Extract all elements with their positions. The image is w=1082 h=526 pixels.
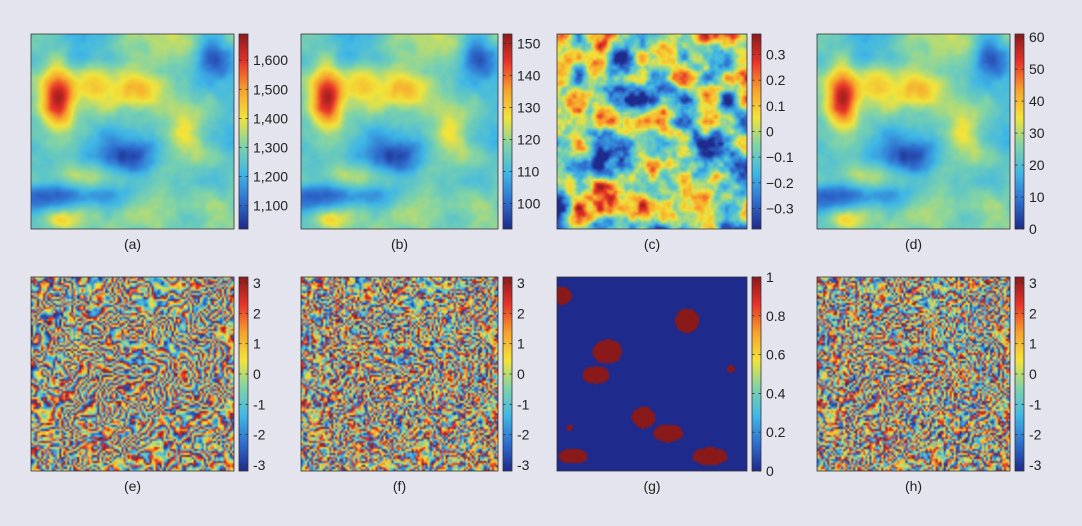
colorbar-tick-label: 0.1 xyxy=(766,98,786,114)
panel-label: (b) xyxy=(391,236,408,252)
colorbar-tick-label: 130 xyxy=(517,100,541,116)
colorbar-tick-label: 140 xyxy=(517,68,541,84)
plot-frame xyxy=(816,276,1011,472)
heatmap-image xyxy=(301,34,498,229)
colorbar-tick-label: 3 xyxy=(1029,275,1037,291)
colorbar-tick-label: 1 xyxy=(517,336,525,352)
panel-label: (g) xyxy=(643,478,660,494)
heatmap-image xyxy=(301,277,498,471)
heatmap-image xyxy=(817,277,1010,471)
colorbar-tick-label: 0 xyxy=(1029,221,1037,237)
heatmap-image xyxy=(557,277,747,471)
colorbar-tick-label: 0 xyxy=(517,366,525,382)
colorbar-tick-label: 50 xyxy=(1029,61,1045,77)
colorbar-tick-label: 100 xyxy=(517,195,541,211)
colorbar-tick-label: -2 xyxy=(1029,427,1042,443)
panel-d: 0 10 20 30 40 50 60 (d) xyxy=(816,29,1045,252)
colorbar-tick-label: 0 xyxy=(766,463,774,479)
panel-c: −0.3 −0.2 −0.1 0 0.1 0.2 0.3 (c) xyxy=(556,33,794,252)
panel-label: (h) xyxy=(905,478,922,494)
colorbar-tick-label: 1 xyxy=(253,336,261,352)
colorbar-tick-label: 1 xyxy=(1029,336,1037,352)
colorbar-tick-label: 2 xyxy=(517,305,525,321)
colorbar-tick-label: 120 xyxy=(517,131,541,147)
colorbar-tick-label: -3 xyxy=(253,457,266,473)
colorbar-tick-label: 1,200 xyxy=(253,169,288,185)
plot-frame xyxy=(556,33,748,230)
panel-e: -3 -2 -1 0 1 2 3 (e) xyxy=(30,275,266,494)
plot-frame xyxy=(300,276,499,472)
colorbar-tick-label: -2 xyxy=(253,427,266,443)
colorbar-tick-label: −0.1 xyxy=(766,149,794,165)
colorbar xyxy=(238,33,249,230)
plot-frame xyxy=(30,33,235,230)
colorbar-tick-label: 0.6 xyxy=(766,347,786,363)
colorbar-tick-label: 1,300 xyxy=(253,140,288,156)
colorbar-tick-label: 0.2 xyxy=(766,72,786,88)
panel-label: (e) xyxy=(124,478,141,494)
colorbar-tick-label: 110 xyxy=(517,163,540,179)
colorbar-tick-label: 2 xyxy=(253,305,261,321)
colorbar-tick-label: -3 xyxy=(1029,457,1042,473)
colorbar xyxy=(502,33,513,230)
panel-label: (f) xyxy=(393,478,406,494)
plot-frame xyxy=(556,276,748,472)
colorbar-tick-label: 1 xyxy=(766,269,774,285)
colorbar-tick-label: -1 xyxy=(517,396,530,412)
heatmap-image xyxy=(557,34,747,229)
panel-h: -3 -2 -1 0 1 2 3 (h) xyxy=(816,275,1042,494)
colorbar-tick-label: 60 xyxy=(1029,29,1045,45)
heatmap-image xyxy=(31,277,234,471)
panel-label: (c) xyxy=(644,236,660,252)
colorbar-tick-label: 0.8 xyxy=(766,308,786,324)
colorbar-tick-label: 0.4 xyxy=(766,385,786,401)
panel-f: -3 -2 -1 0 1 2 3 (f) xyxy=(300,275,530,494)
colorbar-tick-label: 0.2 xyxy=(766,424,786,440)
colorbar-tick-label: 30 xyxy=(1029,125,1045,141)
colorbar-tick-label: 10 xyxy=(1029,189,1045,205)
heatmap-image xyxy=(31,34,234,229)
heatmap-image xyxy=(817,34,1010,229)
colorbar-tick-label: 150 xyxy=(517,36,541,52)
colorbar-tick-label: 20 xyxy=(1029,157,1045,173)
colorbar-tick-label: -1 xyxy=(253,396,266,412)
plot-frame xyxy=(300,33,499,230)
colorbar-tick-label: 2 xyxy=(1029,305,1037,321)
panel-b: 100 110 120 130 140 150 (b) xyxy=(300,33,541,252)
colorbar-tick-label: 40 xyxy=(1029,93,1045,109)
colorbar-tick-label: 1,500 xyxy=(253,81,288,97)
colorbar-tick-label: 0 xyxy=(1029,366,1037,382)
plot-frame xyxy=(30,276,235,472)
colorbar-tick-label: −0.3 xyxy=(766,200,794,216)
plot-frame xyxy=(816,33,1011,230)
colorbar-tick-label: 1,600 xyxy=(253,52,288,68)
colorbar-tick-label: 3 xyxy=(517,275,525,291)
colorbar-tick-label: -2 xyxy=(517,427,530,443)
colorbar xyxy=(1014,33,1025,230)
colorbar-tick-label: 3 xyxy=(253,275,261,291)
colorbar-tick-label: 0.3 xyxy=(766,47,786,63)
colorbar-tick-label: −0.2 xyxy=(766,175,794,191)
panel-a: 1,100 1,200 1,300 1,400 1,500 1,600 (a) xyxy=(30,33,288,252)
panel-label: (d) xyxy=(905,236,922,252)
colorbar-tick-label: -3 xyxy=(517,457,530,473)
colorbar xyxy=(751,276,762,472)
panel-g: 0 0.2 0.4 0.6 0.8 1 (g) xyxy=(556,269,786,494)
colorbar-tick-label: -1 xyxy=(1029,396,1042,412)
colorbar-tick-label: 1,100 xyxy=(253,198,288,214)
colorbar-tick-label: 1,400 xyxy=(253,110,288,126)
colorbar-tick-label: 0 xyxy=(766,124,774,140)
panel-label: (a) xyxy=(124,236,141,252)
colorbar-tick-label: 0 xyxy=(253,366,261,382)
